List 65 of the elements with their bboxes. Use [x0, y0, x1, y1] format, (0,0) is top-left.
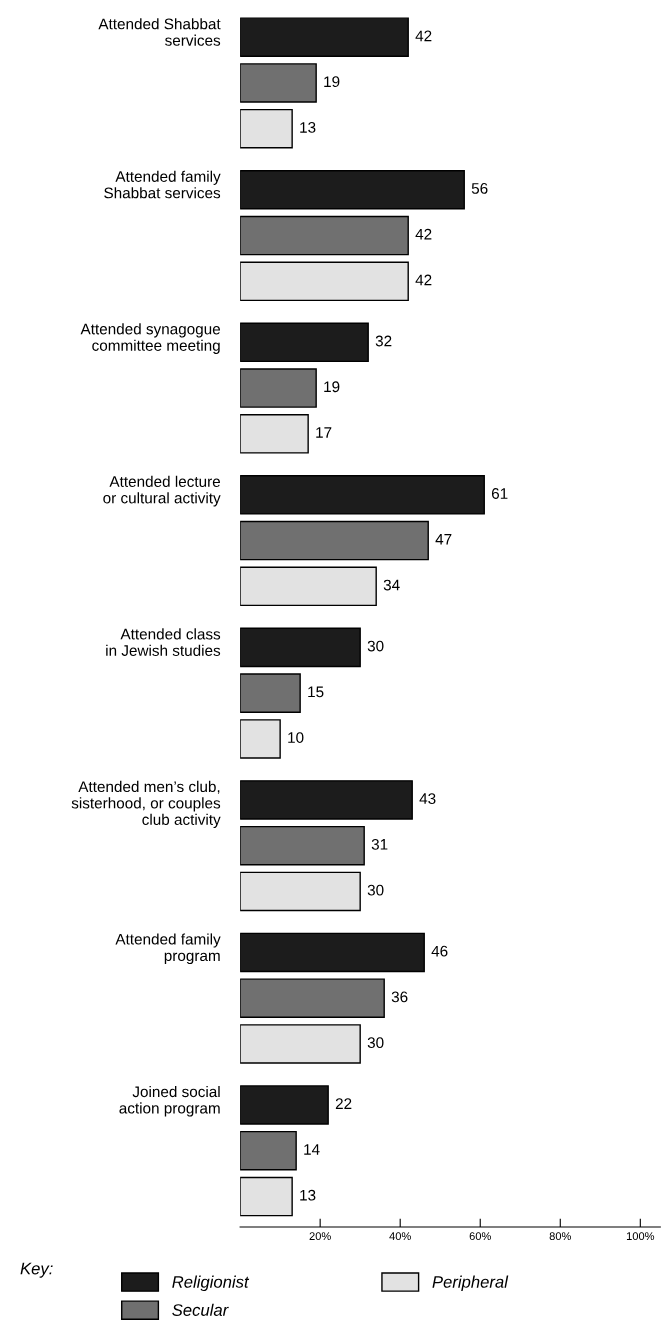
- bar: [240, 673, 301, 713]
- data-label: 19: [324, 381, 340, 393]
- bar: [240, 1130, 297, 1171]
- y-tick-label: Attended lecture or cultural activity: [103, 475, 221, 507]
- bar: [240, 322, 369, 363]
- y-tick-label: Attended men’s club, sisterhood, or couples club activity: [71, 780, 221, 828]
- bar: [240, 108, 293, 149]
- data-label: 30: [367, 884, 384, 896]
- bar: [240, 932, 425, 973]
- data-label: 17: [316, 427, 332, 438]
- data-label: 47: [435, 534, 452, 545]
- legend-label: Secular: [172, 1303, 229, 1316]
- data-label: 56: [471, 183, 488, 194]
- bar: [240, 261, 409, 302]
- data-label: 10: [288, 732, 304, 743]
- legend-title: Key:: [20, 1262, 53, 1278]
- bar: [240, 17, 409, 57]
- data-label: 22: [335, 1098, 352, 1109]
- y-tick-label: Attended synagogue committee meeting: [80, 323, 221, 354]
- y-tick-label: Attended family program: [115, 933, 221, 965]
- data-label: 42: [415, 30, 432, 42]
- y-tick-label: Joined social action program: [119, 1085, 220, 1117]
- y-tick-label: Attended family Shabbat services: [104, 170, 221, 199]
- x-tick-label: 20%: [309, 1232, 331, 1241]
- bar: [240, 368, 317, 408]
- data-label: 31: [371, 838, 388, 850]
- bar: [240, 627, 361, 668]
- data-label: 14: [304, 1144, 320, 1155]
- data-label: 30: [367, 640, 384, 652]
- data-label: 42: [415, 228, 432, 240]
- bar: [240, 719, 281, 759]
- data-label: 43: [419, 793, 436, 805]
- x-tick-label: 80%: [549, 1232, 571, 1241]
- bar: [240, 1085, 329, 1125]
- legend-label: Peripheral: [432, 1275, 509, 1292]
- data-label: 15: [308, 686, 324, 698]
- x-tick-label: 40%: [389, 1232, 411, 1241]
- data-label: 42: [415, 274, 432, 286]
- x-tick-label: 60%: [469, 1232, 491, 1241]
- bar: [240, 825, 365, 866]
- data-label: 32: [375, 335, 392, 347]
- data-label: 36: [391, 991, 408, 1003]
- x-tick-label: 100%: [626, 1232, 655, 1241]
- bar: [240, 1176, 293, 1217]
- legend-label: Religionist: [172, 1275, 250, 1292]
- data-label: 13: [300, 122, 316, 133]
- data-label: 34: [383, 579, 400, 591]
- bar: [240, 63, 317, 103]
- data-label: 30: [367, 1037, 384, 1049]
- data-label: 46: [431, 945, 448, 957]
- data-label: 19: [324, 76, 340, 88]
- bar: [240, 1024, 361, 1064]
- y-tick-label: Attended Shabbat services: [98, 18, 221, 46]
- y-tick-label: Attended class in Jewish studies: [106, 628, 221, 656]
- bar: [240, 978, 385, 1018]
- bar: [240, 780, 413, 820]
- bar: [240, 215, 409, 256]
- bar: [240, 475, 485, 515]
- bar: [240, 520, 429, 561]
- bar: [240, 414, 309, 454]
- bar: [240, 169, 465, 210]
- bar: [240, 566, 377, 607]
- data-label: 61: [491, 488, 508, 499]
- bar: [240, 871, 361, 912]
- data-label: 13: [300, 1189, 316, 1201]
